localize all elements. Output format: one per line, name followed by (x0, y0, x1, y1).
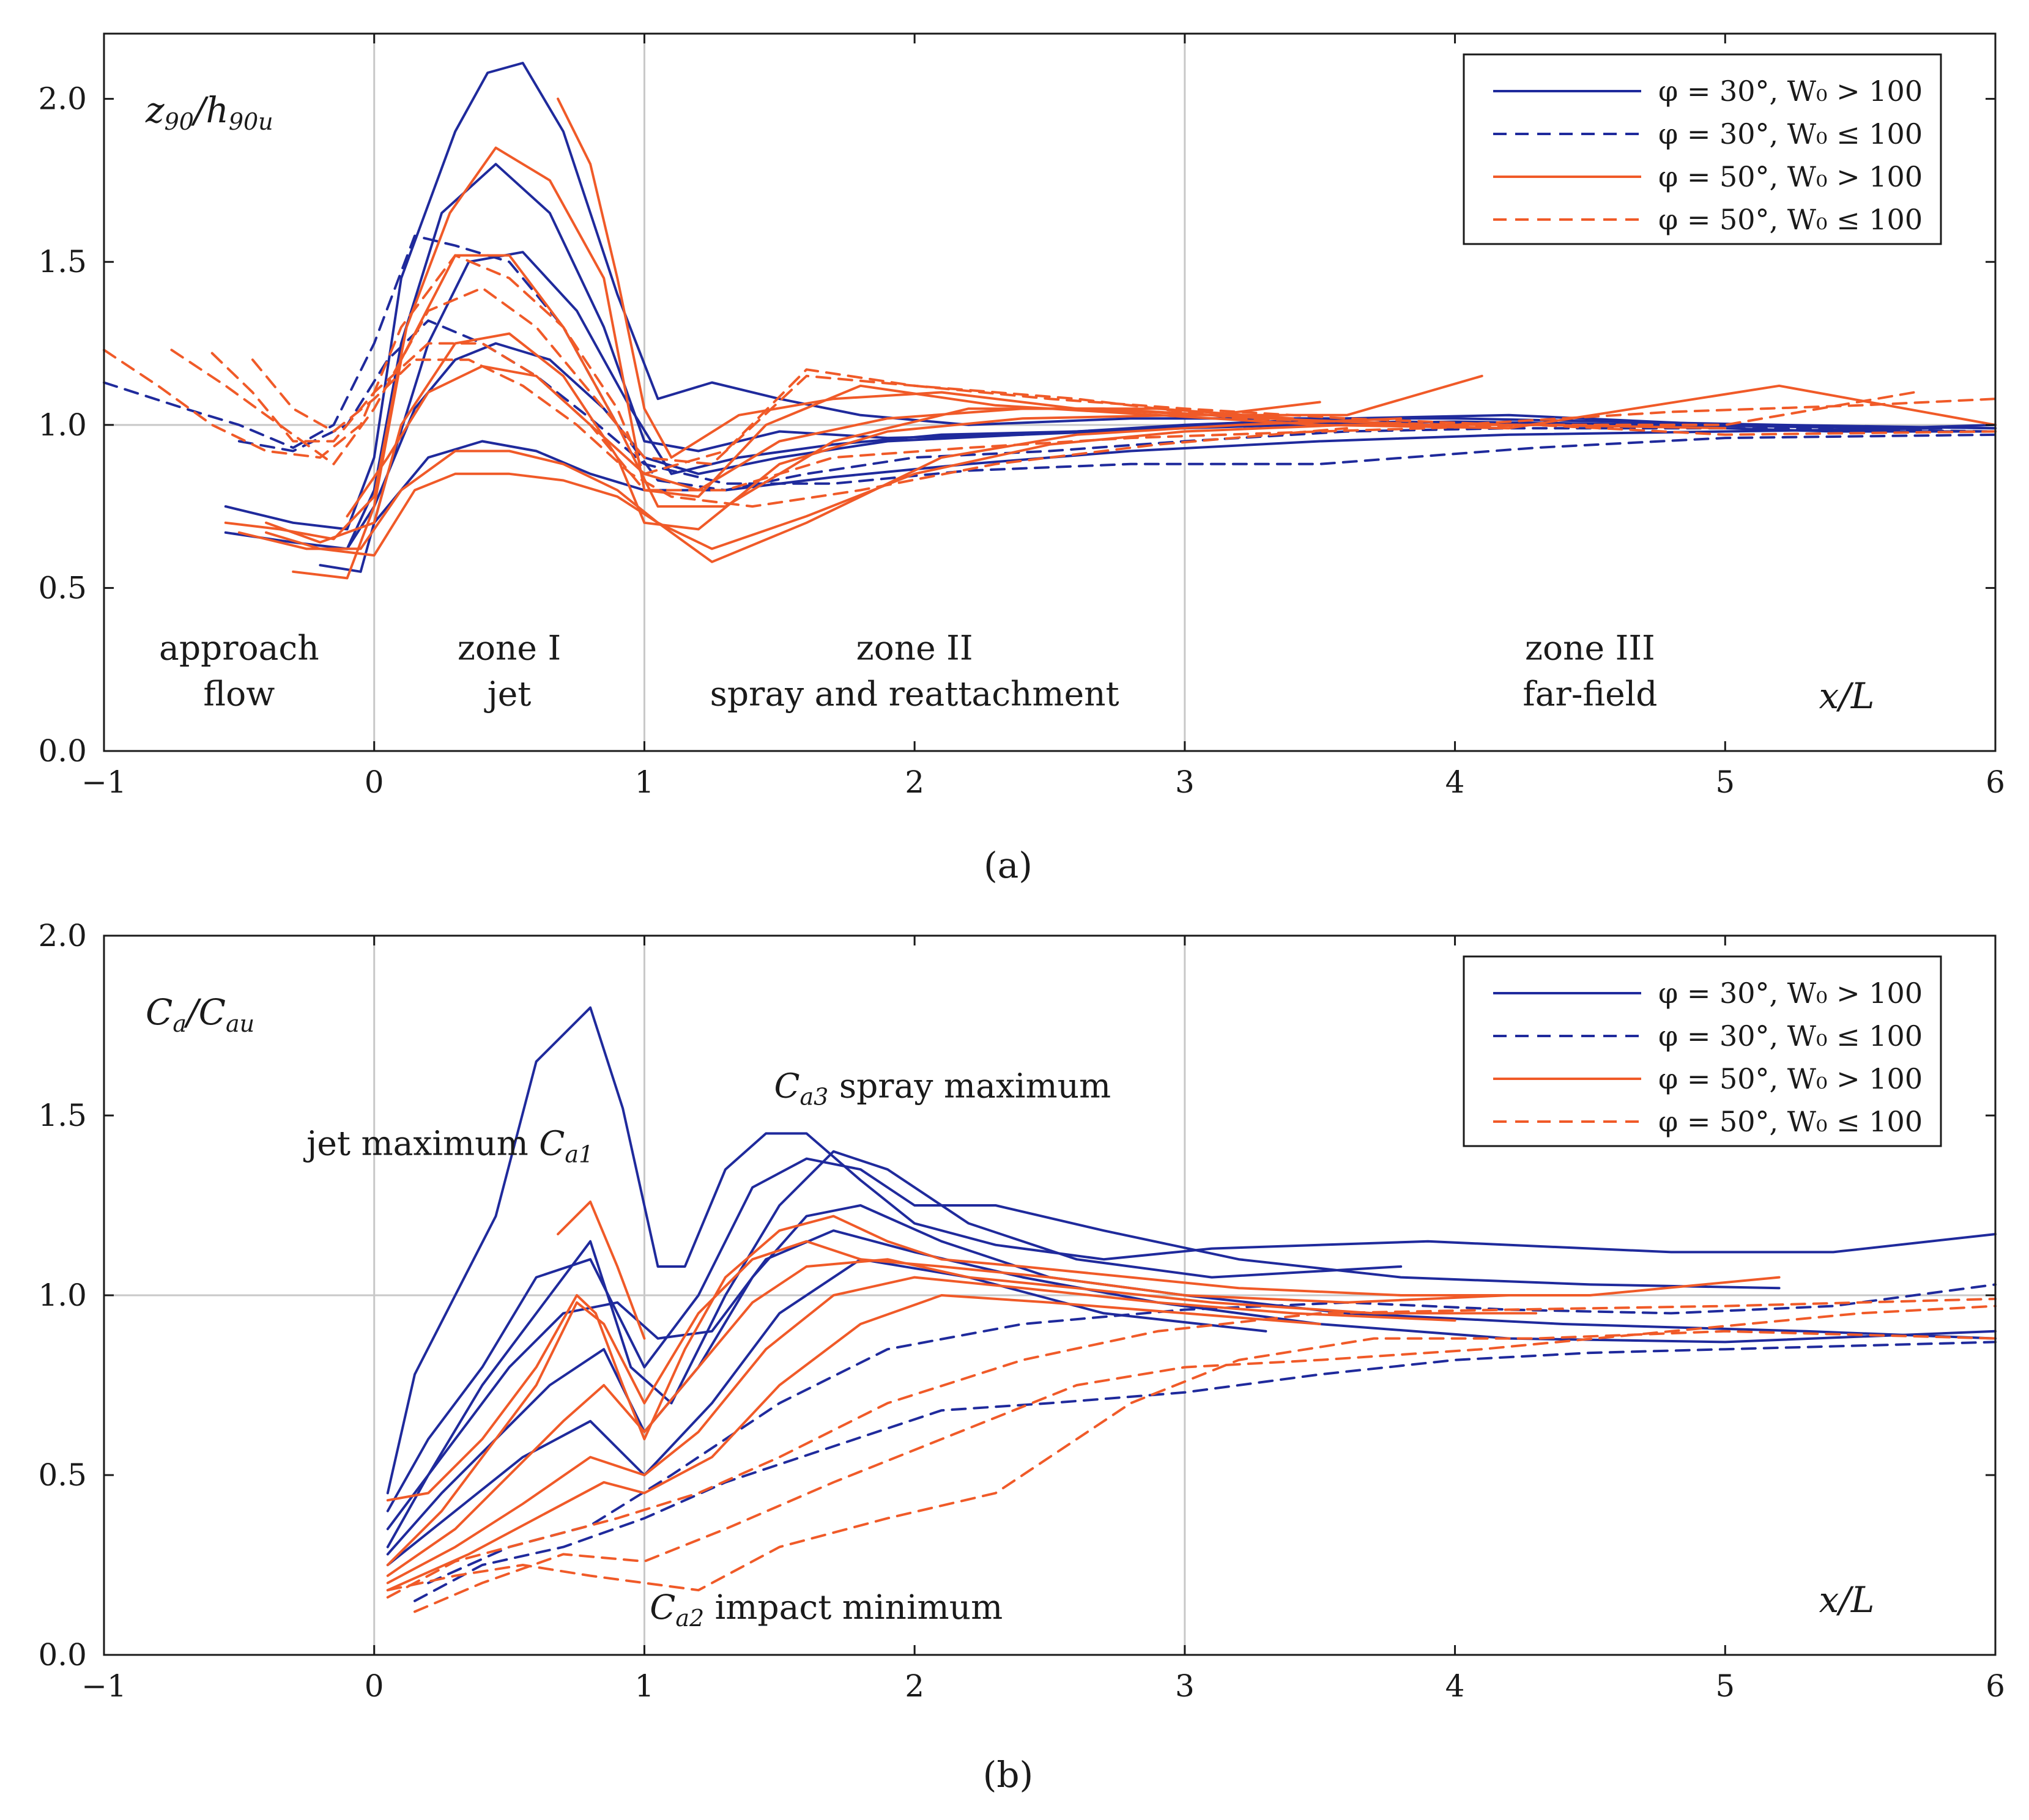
panel-b-label: (b) (983, 1754, 1033, 1796)
series-line (386, 1204, 1997, 1556)
zone-label: approach (159, 629, 319, 668)
series-line (386, 1150, 1403, 1548)
legend-label: φ = 50°, W₀ > 100 (1658, 160, 1923, 193)
series-line (386, 1215, 1781, 1502)
chart-panel-b: −1 0 1 2 3 4 5 6 0.0 0.5 1.0 1.5 2.0 Ca/Cau x/L jet max… (38, 918, 2005, 1704)
series-line (386, 1258, 1538, 1577)
y-tick-label: 2.0 (38, 918, 87, 953)
series-line (386, 1258, 1267, 1566)
zone-label: zone I (458, 629, 561, 668)
x-tick-label: −1 (81, 764, 127, 800)
series-line (103, 234, 1997, 492)
series-line (386, 1157, 1781, 1512)
chart-panel-a: −1 0 1 2 3 4 5 6 0.0 0.5 1.0 1.5 2.0 z90/h90u x/L appro… (38, 32, 2005, 800)
series-line (251, 358, 1348, 508)
x-tick-label: 4 (1445, 1668, 1465, 1704)
legend: φ = 30°, W₀ > 100 φ = 30°, W₀ ≤ 100 φ = 50… (1463, 53, 1942, 245)
legend-label: φ = 50°, W₀ ≤ 100 (1658, 1105, 1923, 1138)
legend-label: φ = 50°, W₀ ≤ 100 (1658, 203, 1923, 236)
x-tick-label: 2 (905, 764, 924, 800)
zone-label: zone III (1525, 629, 1655, 668)
legend: φ = 30°, W₀ > 100 φ = 30°, W₀ ≤ 100 φ = 50… (1463, 955, 1942, 1147)
series-line (386, 1006, 1997, 1495)
series-line (265, 417, 1403, 563)
zone-sublabel: flow (203, 674, 275, 713)
series-line (386, 1276, 1456, 1585)
legend-label: φ = 50°, W₀ > 100 (1658, 1062, 1923, 1095)
series-line (414, 1304, 1997, 1613)
x-tick-label: 3 (1175, 1668, 1195, 1704)
series-line (557, 97, 1321, 459)
y-tick-label: 0.5 (38, 1457, 87, 1493)
zone-sublabel: far-field (1523, 674, 1657, 713)
annotation: Ca2 impact minimum (650, 1588, 1003, 1632)
legend-label: φ = 30°, W₀ ≤ 100 (1658, 117, 1923, 150)
x-tick-label: 0 (365, 764, 384, 800)
x-tick-label: 5 (1715, 1668, 1735, 1704)
zone-sublabel: jet (484, 674, 532, 713)
x-tick-label: 2 (905, 1668, 924, 1704)
x-tick-label: 0 (365, 1668, 384, 1704)
x-tick-label: 6 (1986, 764, 2005, 800)
legend-label: φ = 30°, W₀ ≤ 100 (1658, 1019, 1923, 1052)
series-line (265, 332, 1483, 544)
y-axis-label: Ca/Cau (146, 991, 254, 1037)
series-line (237, 423, 1727, 550)
annotation: jet maximum Ca1 (303, 1124, 593, 1168)
x-tick-label: 1 (635, 1668, 655, 1704)
series-line (386, 1240, 1510, 1566)
y-tick-label: 2.0 (38, 81, 87, 117)
x-axis-label: x/L (1819, 1579, 1875, 1621)
series-line (427, 1283, 1997, 1585)
y-tick-label: 1.5 (38, 1098, 87, 1133)
zone-label: zone II (856, 629, 973, 668)
plot-frame (103, 32, 1997, 752)
series-line (557, 1200, 646, 1340)
legend-box (1463, 955, 1942, 1147)
series-line (237, 319, 1997, 485)
series-line (386, 1229, 1997, 1531)
y-axis-label: z90/h90u (145, 89, 273, 135)
x-tick-label: 3 (1175, 764, 1195, 800)
zone-sublabel: spray and reattachment (710, 674, 1119, 713)
x-tick-label: −1 (81, 1668, 127, 1704)
y-tick-label: 0.0 (38, 1637, 87, 1673)
series-line (386, 1297, 1997, 1599)
legend-label: φ = 30°, W₀ > 100 (1658, 75, 1923, 108)
x-tick-label: 1 (635, 764, 655, 800)
series-line (414, 1341, 1997, 1602)
x-tick-label: 6 (1986, 1668, 2005, 1704)
series-line (346, 364, 1294, 518)
panel-a-label: (a) (984, 845, 1033, 886)
series-line (386, 1294, 1321, 1592)
y-tick-label: 1.0 (38, 407, 87, 443)
x-axis-label: x/L (1819, 675, 1875, 717)
series-line (386, 1330, 1997, 1592)
series-line (170, 286, 1997, 465)
legend-box (1463, 53, 1942, 245)
x-tick-label: 4 (1445, 764, 1465, 800)
y-tick-label: 0.0 (38, 733, 87, 769)
y-tick-label: 1.5 (38, 244, 87, 279)
x-tick-label: 5 (1715, 764, 1735, 800)
annotation: Ca3 spray maximum (774, 1067, 1111, 1111)
y-tick-label: 1.0 (38, 1278, 87, 1313)
series-line (210, 342, 1997, 492)
series-line (103, 254, 1916, 475)
y-tick-label: 0.5 (38, 570, 87, 605)
legend-label: φ = 30°, W₀ > 100 (1658, 977, 1923, 1010)
